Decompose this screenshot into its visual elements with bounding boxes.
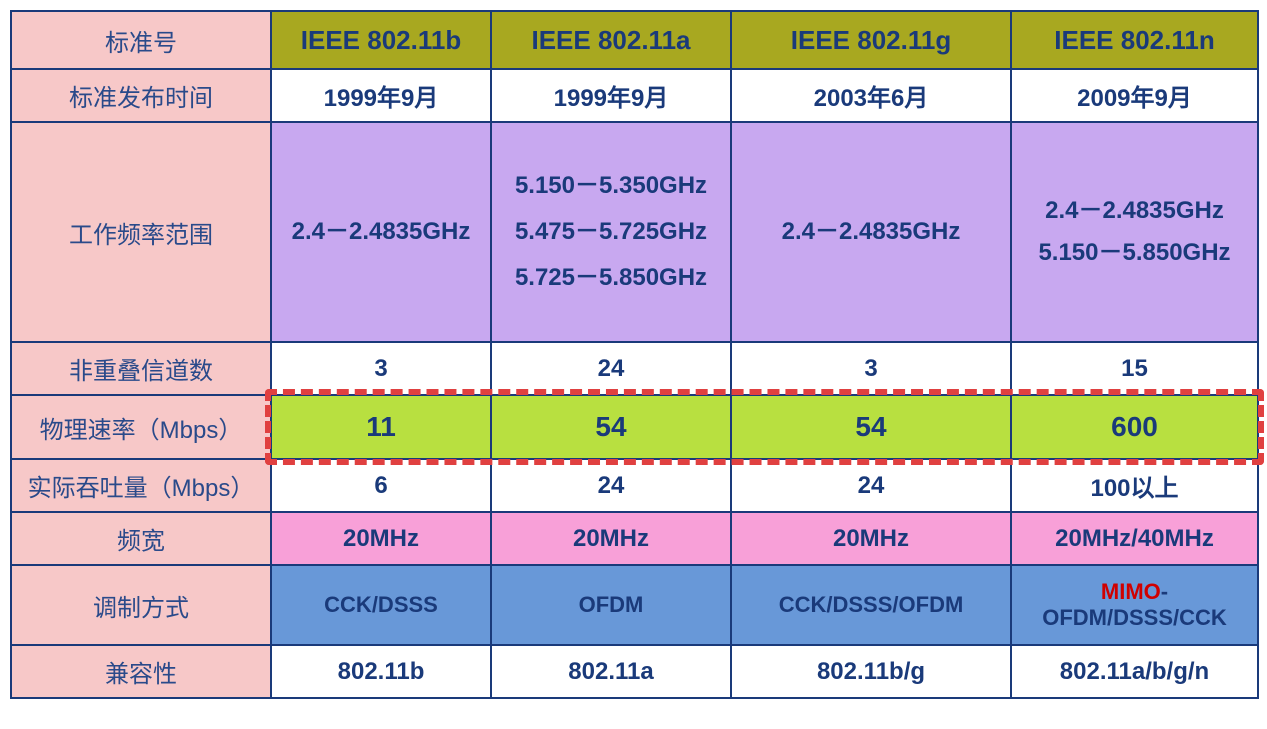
release-row: 标准发布时间 1999年9月 1999年9月 2003年6月 2009年9月	[11, 69, 1258, 122]
freq-a-1: 5.150－5.350GHz	[496, 168, 726, 204]
release-g: 2003年6月	[731, 69, 1011, 122]
label-release: 标准发布时间	[11, 69, 271, 122]
phy-rate-b: 11	[271, 395, 491, 459]
label-compat: 兼容性	[11, 645, 271, 698]
channels-row: 非重叠信道数 3 24 3 15	[11, 342, 1258, 395]
phy-rate-g: 54	[731, 395, 1011, 459]
channels-a: 24	[491, 342, 731, 395]
header-row: 标准号 IEEE 802.11b IEEE 802.11a IEEE 802.1…	[11, 11, 1258, 69]
col-header-n: IEEE 802.11n	[1011, 11, 1258, 69]
compat-n: 802.11a/b/g/n	[1011, 645, 1258, 698]
channels-g: 3	[731, 342, 1011, 395]
phy-rate-a: 54	[491, 395, 731, 459]
release-a: 1999年9月	[491, 69, 731, 122]
col-header-g: IEEE 802.11g	[731, 11, 1011, 69]
channels-b: 3	[271, 342, 491, 395]
bandwidth-a: 20MHz	[491, 512, 731, 565]
freq-row: 工作频率范围 2.4－2.4835GHz 5.150－5.350GHz 5.47…	[11, 122, 1258, 342]
release-b: 1999年9月	[271, 69, 491, 122]
channels-n: 15	[1011, 342, 1258, 395]
throughput-g: 24	[731, 459, 1011, 512]
freq-n-1: 2.4－2.4835GHz	[1016, 193, 1253, 229]
throughput-row: 实际吞吐量（Mbps） 6 24 24 100以上	[11, 459, 1258, 512]
wifi-standards-table: 标准号 IEEE 802.11b IEEE 802.11a IEEE 802.1…	[10, 10, 1259, 699]
label-freq: 工作频率范围	[11, 122, 271, 342]
modulation-g: CCK/DSSS/OFDM	[731, 565, 1011, 645]
col-header-b: IEEE 802.11b	[271, 11, 491, 69]
modulation-n: MIMO-OFDM/DSSS/CCK	[1011, 565, 1258, 645]
bandwidth-n: 20MHz/40MHz	[1011, 512, 1258, 565]
bandwidth-b: 20MHz	[271, 512, 491, 565]
freq-a: 5.150－5.350GHz 5.475－5.725GHz 5.725－5.85…	[491, 122, 731, 342]
mimo-text: MIMO	[1101, 579, 1161, 604]
label-modulation: 调制方式	[11, 565, 271, 645]
modulation-a: OFDM	[491, 565, 731, 645]
release-n: 2009年9月	[1011, 69, 1258, 122]
freq-b: 2.4－2.4835GHz	[271, 122, 491, 342]
throughput-a: 24	[491, 459, 731, 512]
modulation-b: CCK/DSSS	[271, 565, 491, 645]
compat-row: 兼容性 802.11b 802.11a 802.11b/g 802.11a/b/…	[11, 645, 1258, 698]
bandwidth-g: 20MHz	[731, 512, 1011, 565]
label-throughput: 实际吞吐量（Mbps）	[11, 459, 271, 512]
label-channels: 非重叠信道数	[11, 342, 271, 395]
phy-rate-n: 600	[1011, 395, 1258, 459]
freq-n: 2.4－2.4835GHz 5.150－5.850GHz	[1011, 122, 1258, 342]
label-standard: 标准号	[11, 11, 271, 69]
freq-g: 2.4－2.4835GHz	[731, 122, 1011, 342]
label-bandwidth: 频宽	[11, 512, 271, 565]
compat-g: 802.11b/g	[731, 645, 1011, 698]
modulation-row: 调制方式 CCK/DSSS OFDM CCK/DSSS/OFDM MIMO-OF…	[11, 565, 1258, 645]
freq-a-2: 5.475－5.725GHz	[496, 214, 726, 250]
label-phy-rate: 物理速率（Mbps）	[11, 395, 271, 459]
compat-a: 802.11a	[491, 645, 731, 698]
freq-n-2: 5.150－5.850GHz	[1016, 235, 1253, 271]
col-header-a: IEEE 802.11a	[491, 11, 731, 69]
bandwidth-row: 频宽 20MHz 20MHz 20MHz 20MHz/40MHz	[11, 512, 1258, 565]
compat-b: 802.11b	[271, 645, 491, 698]
throughput-b: 6	[271, 459, 491, 512]
throughput-n: 100以上	[1011, 459, 1258, 512]
phy-rate-row: 物理速率（Mbps） 11 54 54 600	[11, 395, 1258, 459]
wifi-standards-table-wrap: 标准号 IEEE 802.11b IEEE 802.11a IEEE 802.1…	[10, 10, 1257, 699]
freq-a-3: 5.725－5.850GHz	[496, 260, 726, 296]
